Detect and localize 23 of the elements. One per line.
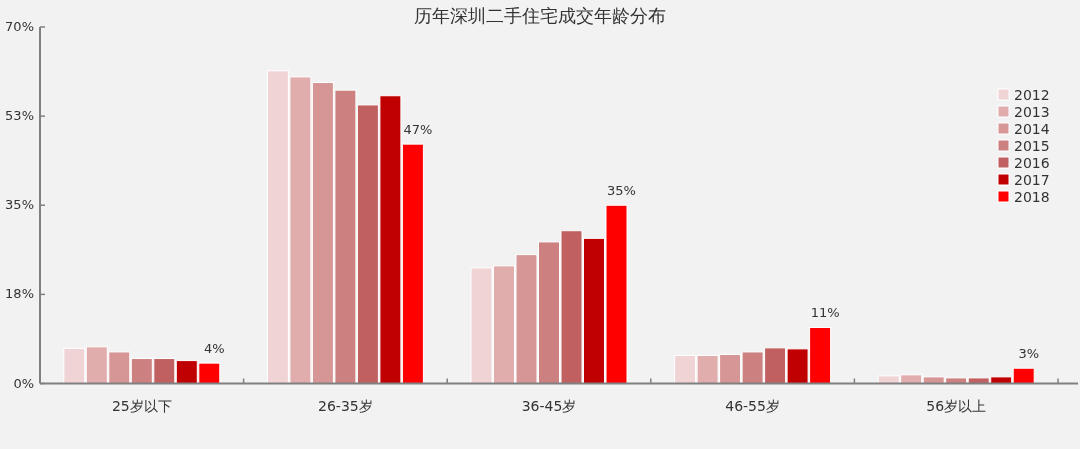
y-tick-label: 70% xyxy=(5,19,34,34)
data-label: 4% xyxy=(203,341,225,357)
y-tick-label: 35% xyxy=(5,197,34,213)
x-tick-label: 25岁以下 xyxy=(111,398,172,414)
legend-label: 2014 xyxy=(1014,121,1050,137)
legend-label: 2016 xyxy=(1014,155,1050,171)
x-tick-label: 56岁以上 xyxy=(926,398,987,414)
y-tick-label: 0% xyxy=(13,375,34,391)
data-label: 3% xyxy=(1018,346,1040,362)
legend-label: 2015 xyxy=(1014,138,1050,154)
legend-label: 2018 xyxy=(1014,189,1050,205)
data-label: 47% xyxy=(403,122,433,138)
x-tick-label: 36-45岁 xyxy=(521,398,577,414)
chart-title: 历年深圳二手住宅成交年龄分布 xyxy=(414,5,666,26)
legend-label: 2017 xyxy=(1014,172,1050,188)
data-label: 35% xyxy=(607,183,636,199)
legend-label: 2013 xyxy=(1014,104,1050,120)
legend-label: 2012 xyxy=(1014,87,1050,103)
y-tick-label: 18% xyxy=(5,286,34,302)
y-tick-label: 53% xyxy=(5,108,34,124)
x-tick-label: 46-55岁 xyxy=(725,398,780,414)
data-label: 11% xyxy=(810,305,840,321)
x-tick-label: 26-35岁 xyxy=(318,398,373,414)
